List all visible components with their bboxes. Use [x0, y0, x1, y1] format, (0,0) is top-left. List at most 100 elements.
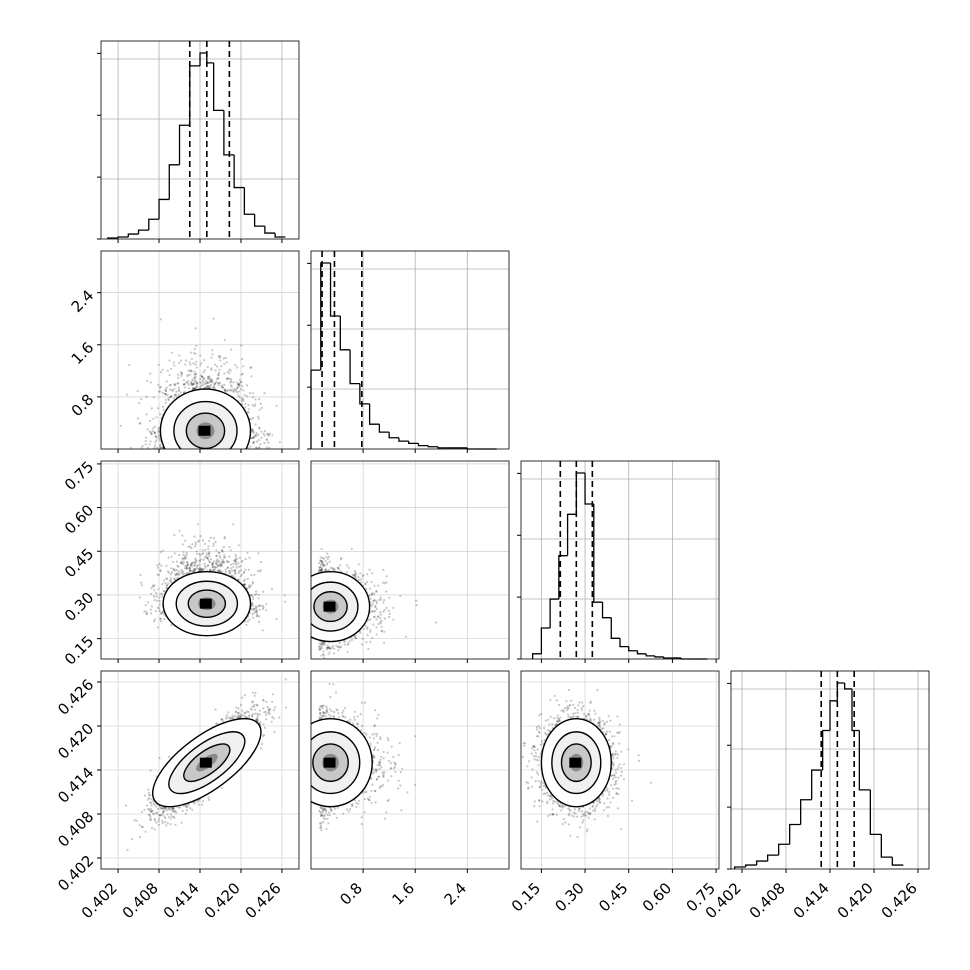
scatter-point — [201, 384, 204, 387]
scatter-point — [143, 610, 146, 613]
scatter-point — [250, 375, 253, 378]
scatter-point — [246, 551, 249, 555]
scatter-point — [206, 384, 209, 387]
scatter-point — [224, 356, 227, 360]
scatter-point — [175, 569, 178, 572]
scatter-point — [150, 592, 153, 595]
scatter-point — [252, 432, 255, 435]
scatter-point — [166, 369, 169, 372]
scatter-point — [190, 382, 193, 385]
scatter-point — [255, 593, 258, 596]
scatter-point — [226, 377, 230, 380]
scatter-point — [225, 389, 229, 393]
scatter-point — [266, 439, 269, 442]
scatter-point — [215, 378, 218, 381]
scatter-point — [172, 397, 175, 400]
scatter-point — [159, 617, 162, 620]
scatter-point — [230, 384, 233, 387]
scatter-point — [192, 377, 195, 380]
scatter-point — [159, 620, 163, 623]
scatter-point — [159, 439, 162, 442]
scatter-point — [125, 393, 129, 396]
scatter-point — [165, 380, 168, 383]
scatter-point — [158, 609, 161, 613]
scatter-point — [206, 556, 209, 559]
scatter-point — [182, 551, 185, 554]
scatter-point — [194, 387, 197, 390]
scatter-point — [236, 366, 239, 369]
histogram-bin — [756, 860, 768, 866]
scatter-point — [161, 582, 164, 586]
scatter-point — [172, 361, 175, 364]
scatter-point — [194, 378, 197, 382]
scatter-point — [164, 389, 167, 392]
scatter-point — [247, 404, 250, 407]
scatter-point — [138, 422, 141, 425]
scatter-point — [251, 396, 255, 399]
scatter-point — [186, 567, 189, 570]
histogram-grid-2 — [521, 461, 719, 659]
scatter-point — [204, 386, 207, 389]
scatter-point — [193, 373, 196, 376]
scatter-point — [213, 566, 216, 569]
scatter-point — [177, 570, 180, 573]
scatter-point — [251, 392, 254, 395]
scatter-point — [268, 446, 271, 449]
scatter-point — [170, 351, 174, 354]
scatter-point — [140, 446, 143, 449]
scatter-point — [146, 428, 149, 431]
scatter-point — [224, 568, 227, 571]
histogram-bin — [745, 864, 757, 868]
scatter-point — [258, 398, 261, 401]
scatter-point — [195, 386, 198, 389]
scatter-point — [218, 569, 221, 573]
scatter-point — [252, 436, 255, 439]
scatter-point — [221, 386, 224, 390]
scatter-point — [218, 355, 221, 358]
scatter-point — [184, 539, 187, 542]
histogram-bin — [628, 646, 638, 652]
scatter-point — [236, 391, 239, 394]
scatter-point — [154, 435, 158, 438]
scatter-point — [157, 430, 160, 433]
scatter-point — [204, 382, 207, 385]
scatter-point — [188, 566, 191, 570]
scatter-point — [140, 584, 143, 587]
scatter-point — [237, 571, 240, 575]
scatter-point — [211, 353, 214, 356]
scatter-point — [194, 327, 197, 330]
histogram-bin — [349, 349, 360, 385]
scatter-point — [188, 567, 191, 570]
scatter-point — [244, 402, 247, 406]
scatter-point — [146, 446, 150, 449]
scatter-point — [226, 559, 229, 563]
scatter-point — [175, 574, 178, 577]
scatter-point — [152, 427, 155, 430]
scatter-point — [204, 566, 207, 569]
scatter-point — [184, 567, 187, 570]
scatter-point — [240, 573, 243, 576]
scatter-point — [182, 383, 185, 386]
histogram-bin — [566, 513, 577, 556]
scatter-point — [226, 566, 229, 569]
scatter-point — [148, 430, 151, 433]
scatter-point — [250, 573, 253, 577]
histogram-bin — [829, 700, 838, 731]
scatter-point — [156, 564, 159, 567]
scatter-point — [198, 568, 201, 571]
scatter-point — [180, 561, 183, 564]
scatter-point — [234, 571, 237, 575]
scatter-point — [128, 363, 131, 367]
scatter-point — [157, 407, 160, 410]
histogram-bin — [233, 154, 245, 189]
scatter-point — [238, 570, 241, 573]
scatter-point — [228, 389, 231, 392]
scatter-point — [223, 388, 227, 391]
scatter-point — [153, 446, 156, 449]
scatter-point — [168, 579, 171, 582]
scatter-contents — [101, 251, 299, 449]
scatter-point — [236, 383, 240, 387]
scatter-point — [203, 386, 207, 389]
scatter-point — [152, 417, 155, 420]
scatter-point — [164, 582, 167, 585]
